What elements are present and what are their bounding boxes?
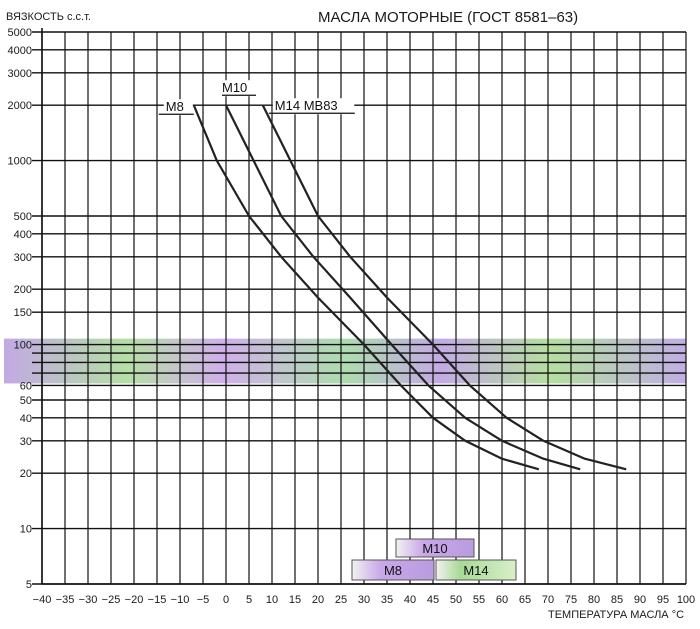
y-tick-label: 500 [14, 211, 32, 223]
curve-2 [225, 104, 581, 471]
series-label: М8 [166, 99, 184, 114]
x-tick-label: 55 [473, 594, 485, 606]
series-label: М10 [222, 80, 247, 95]
series-label-bg [272, 98, 355, 115]
legend-boxes: М10 М8 М14 [351, 538, 517, 581]
x-tick-label: 70 [542, 594, 554, 606]
chart-title: МАСЛА МОТОРНЫЕ (ГОСТ 8581–63) [318, 9, 578, 26]
x-tick-label: −20 [125, 594, 144, 606]
y-tick-label: 20 [20, 468, 32, 480]
x-tick-label: −40 [33, 594, 52, 606]
y-tick-label: 300 [14, 252, 32, 264]
y-tick-label: 5 [26, 579, 32, 591]
y-tick-label: 1000 [8, 156, 32, 168]
x-tick-label: −15 [148, 594, 167, 606]
x-tick-label: 15 [289, 594, 301, 606]
legend-box-label: М14 [463, 563, 488, 578]
y-tick-label: 100 [14, 340, 32, 352]
legend-box-label: М8 [384, 563, 402, 578]
curve-3 [261, 104, 627, 471]
x-axis-title: ТЕМПЕРАТУРА МАСЛА °С [548, 609, 684, 621]
y-tick-label: 40 [20, 413, 32, 425]
x-tick-label: −25 [102, 594, 121, 606]
x-tick-label: 65 [519, 594, 531, 606]
y-tick-label: 5000 [8, 27, 32, 39]
x-tick-label: −10 [171, 594, 190, 606]
curves [192, 104, 627, 471]
y-tick-labels: 5 10 20 30 40 50 60 100 150 200 300 400 500 1000 2000 3… [8, 27, 32, 591]
x-tick-label: 35 [381, 594, 393, 606]
x-tick-label: 40 [404, 594, 416, 606]
y-tick-label: 4000 [8, 45, 32, 57]
y-tick-label: 400 [14, 229, 32, 241]
y-tick-label: 150 [14, 307, 32, 319]
x-tick-label: 100 [677, 594, 695, 606]
x-tick-label: 95 [657, 594, 669, 606]
legend-box [395, 538, 475, 558]
series-labels: М8 М10 М14 МВ83 [158, 80, 355, 116]
legend-box-label: М10 [422, 541, 447, 556]
y-tick-label: 2000 [8, 100, 32, 112]
series-label: М14 МВ83 [275, 98, 338, 113]
viscosity-band [4, 338, 686, 384]
x-tick-label: 25 [335, 594, 347, 606]
series-label-bg [163, 99, 193, 116]
legend-box [351, 559, 435, 581]
legend-box [435, 559, 517, 581]
x-tick-labels: −40 −35 −30 −25 −20 −15 −10 −5 0 5 10 15 20 25 30 35 40 4… [33, 594, 696, 606]
x-tick-label: 90 [634, 594, 646, 606]
x-tick-label: 30 [358, 594, 370, 606]
x-tick-label: 60 [496, 594, 508, 606]
y-tick-label: 3000 [8, 68, 32, 80]
y-tick-label: 50 [20, 395, 32, 407]
x-tick-label: 20 [312, 594, 324, 606]
series-label-bg [220, 80, 257, 97]
y-tick-label: 10 [20, 524, 32, 536]
x-tick-label: −30 [79, 594, 98, 606]
x-tick-label: 0 [223, 594, 229, 606]
x-tick-label: 50 [450, 594, 462, 606]
x-tick-label: 5 [246, 594, 252, 606]
grid [32, 28, 687, 585]
y-axis-title: ВЯЗКОСТЬ с.с.т. [6, 11, 91, 23]
y-tick-label: 200 [14, 284, 32, 296]
x-tick-label: 80 [588, 594, 600, 606]
x-tick-label: 10 [266, 594, 278, 606]
x-tick-label: −5 [197, 594, 210, 606]
x-tick-label: 75 [565, 594, 577, 606]
y-tick-label: 30 [20, 436, 32, 448]
x-tick-label: −35 [56, 594, 75, 606]
curve-1 [192, 104, 540, 471]
x-tick-label: 85 [611, 594, 623, 606]
y-tick-label: 60 [20, 380, 32, 392]
x-tick-label: 45 [427, 594, 439, 606]
